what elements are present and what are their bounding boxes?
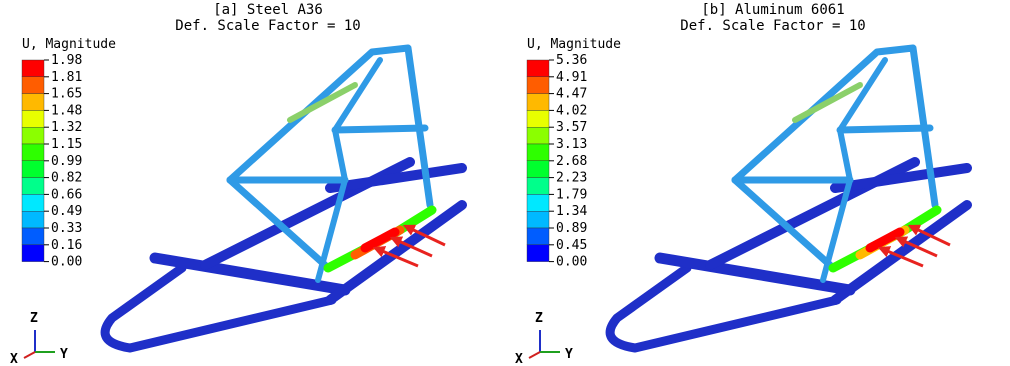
- frame-bar: [840, 128, 930, 130]
- frame-brace: [230, 180, 325, 265]
- panel-title: [a] Steel A36: [213, 2, 323, 18]
- legend-value: 1.98: [51, 53, 82, 68]
- legend-band: [22, 94, 44, 111]
- legend-value: 1.34: [556, 204, 587, 219]
- frame-brace: [735, 180, 830, 265]
- legend-band: [527, 178, 549, 195]
- legend-band: [527, 60, 549, 77]
- legend-band: [527, 94, 549, 111]
- figure-canvas: [a] Steel A36Def. Scale Factor = 10U, Ma…: [0, 0, 1010, 366]
- legend-value: 0.00: [51, 255, 82, 270]
- legend-title: U, Magnitude: [527, 37, 621, 52]
- triad-x: [24, 352, 35, 358]
- legend-value: 0.33: [51, 221, 82, 236]
- frame-crossbar: [660, 258, 850, 290]
- legend-value: 0.82: [51, 171, 82, 186]
- legend-band: [22, 194, 44, 211]
- legend-title: U, Magnitude: [22, 37, 116, 52]
- legend-value: 1.48: [51, 103, 82, 118]
- legend-value: 0.16: [51, 238, 82, 253]
- legend-value: 2.68: [556, 154, 587, 169]
- legend-band: [22, 144, 44, 161]
- legend-band: [22, 245, 44, 262]
- legend-value: 0.99: [51, 154, 82, 169]
- figure: [a] Steel A36Def. Scale Factor = 10U, Ma…: [0, 0, 1010, 366]
- panel-subtitle: Def. Scale Factor = 10: [680, 18, 865, 34]
- legend-value: 0.89: [556, 221, 587, 236]
- legend-band: [527, 77, 549, 94]
- panel-subtitle: Def. Scale Factor = 10: [175, 18, 360, 34]
- legend-band: [22, 110, 44, 127]
- legend-band: [22, 211, 44, 228]
- legend-value: 1.32: [51, 120, 82, 135]
- legend-value: 3.57: [556, 120, 587, 135]
- legend-value: 0.00: [556, 255, 587, 270]
- legend-band: [527, 144, 549, 161]
- frame-bar: [335, 128, 425, 130]
- legend-band: [527, 211, 549, 228]
- triad-x: [529, 352, 540, 358]
- legend-band: [22, 127, 44, 144]
- legend-band: [22, 178, 44, 195]
- legend-band: [527, 194, 549, 211]
- legend-value: 2.23: [556, 171, 587, 186]
- legend-value: 1.65: [51, 87, 82, 102]
- triad-y-label: Y: [565, 347, 573, 362]
- triad-z-label: Z: [30, 311, 38, 326]
- legend-value: 5.36: [556, 53, 587, 68]
- triad-x-label: X: [515, 352, 523, 366]
- triad-x-label: X: [10, 352, 18, 366]
- triad-z-label: Z: [535, 311, 543, 326]
- legend-value: 4.47: [556, 87, 587, 102]
- frame-crossbar: [155, 258, 345, 290]
- legend-value: 1.81: [51, 70, 82, 85]
- legend-value: 0.66: [51, 187, 82, 202]
- triad-y-label: Y: [60, 347, 68, 362]
- legend-band: [527, 161, 549, 178]
- legend-value: 0.49: [51, 204, 82, 219]
- legend-band: [527, 110, 549, 127]
- legend-band: [22, 228, 44, 245]
- legend-value: 3.13: [556, 137, 587, 152]
- legend-value: 1.15: [51, 137, 82, 152]
- legend-value: 0.45: [556, 238, 587, 253]
- legend-band: [527, 228, 549, 245]
- legend-band: [22, 60, 44, 77]
- legend-band: [22, 77, 44, 94]
- legend-band: [527, 245, 549, 262]
- legend-value: 4.02: [556, 103, 587, 118]
- legend-band: [527, 127, 549, 144]
- legend-value: 4.91: [556, 70, 587, 85]
- legend-value: 1.79: [556, 187, 587, 202]
- panel-title: [b] Aluminum 6061: [701, 2, 844, 18]
- legend-band: [22, 161, 44, 178]
